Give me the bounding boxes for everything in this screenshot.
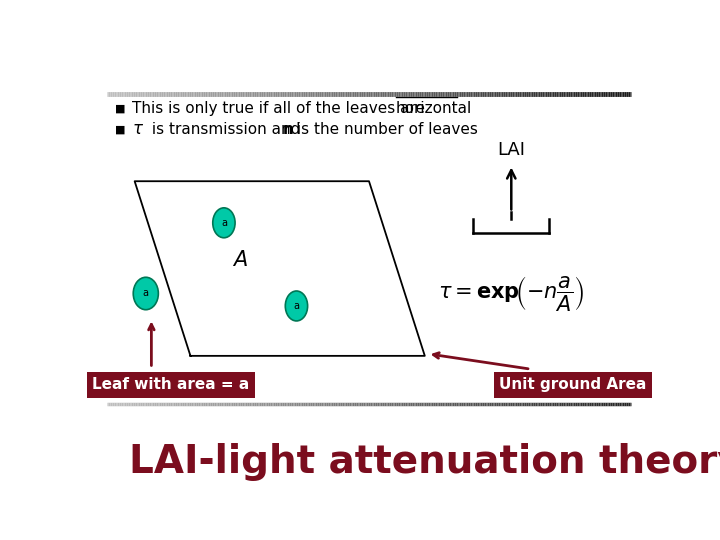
Text: a: a xyxy=(143,288,149,299)
Text: is transmission and: is transmission and xyxy=(148,122,306,137)
Text: Leaf with area = a: Leaf with area = a xyxy=(92,377,250,393)
Text: LAI: LAI xyxy=(498,141,526,159)
Text: n: n xyxy=(282,122,293,137)
Text: Unit ground Area: Unit ground Area xyxy=(499,377,647,393)
Text: LAI-light attenuation theory: LAI-light attenuation theory xyxy=(129,443,720,481)
Text: A: A xyxy=(233,250,248,270)
Text: a: a xyxy=(221,218,227,228)
Text: $\tau$: $\tau$ xyxy=(132,120,144,138)
Ellipse shape xyxy=(213,208,235,238)
Ellipse shape xyxy=(285,291,307,321)
Ellipse shape xyxy=(133,277,158,310)
Text: ■: ■ xyxy=(115,104,125,113)
Text: horizontal: horizontal xyxy=(396,101,472,116)
Text: This is only true if all of the leaves are: This is only true if all of the leaves a… xyxy=(132,101,430,116)
Text: is the number of leaves: is the number of leaves xyxy=(292,122,478,137)
Text: $\tau = \mathbf{exp}\!\left(-n\dfrac{a}{A}\right)$: $\tau = \mathbf{exp}\!\left(-n\dfrac{a}{… xyxy=(438,274,585,313)
Text: a: a xyxy=(294,301,300,311)
Text: ■: ■ xyxy=(115,124,125,134)
